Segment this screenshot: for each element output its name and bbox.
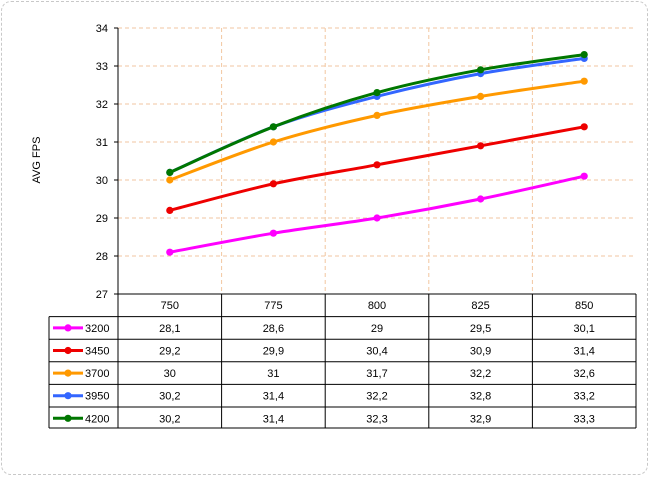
legend-label: 4200 xyxy=(85,413,109,425)
data-table: 750 775 800 825 850 3200 28,1 28,6 29 29,5 30,1 345… xyxy=(48,293,637,429)
data-label: 33,3 xyxy=(573,413,594,425)
y-tick-label: 34 xyxy=(96,23,108,35)
data-label: 32,3 xyxy=(366,413,387,425)
data-label: 31,7 xyxy=(366,368,387,380)
data-point xyxy=(477,92,485,100)
series-3200 xyxy=(166,172,588,256)
legend-marker xyxy=(64,346,72,355)
y-tick-label: 27 xyxy=(96,289,108,301)
data-point xyxy=(269,123,277,131)
legend-label: 3200 xyxy=(85,323,109,335)
x-tick-label: 800 xyxy=(368,300,386,312)
data-point xyxy=(373,89,381,97)
data-label: 31,4 xyxy=(263,413,284,425)
legend-marker xyxy=(64,414,72,422)
data-point xyxy=(166,176,174,184)
data-point xyxy=(166,206,174,214)
y-tick-label: 33 xyxy=(96,61,108,73)
data-point xyxy=(580,77,588,85)
y-tick-label: 30 xyxy=(96,175,108,187)
data-label: 32,9 xyxy=(470,413,491,425)
data-point xyxy=(580,123,588,131)
data-label: 30,1 xyxy=(573,323,594,335)
data-point xyxy=(269,138,277,146)
legend-marker xyxy=(64,324,72,332)
legend-label: 3450 xyxy=(85,346,109,358)
data-label: 31 xyxy=(267,368,279,380)
y-tick-label: 32 xyxy=(96,99,108,111)
x-tick-label: 750 xyxy=(161,300,179,312)
data-label: 29,2 xyxy=(159,346,180,358)
data-point xyxy=(166,168,174,176)
series-lines xyxy=(166,51,588,256)
data-label: 30,2 xyxy=(159,413,180,425)
data-point xyxy=(580,51,588,59)
data-label: 30,4 xyxy=(366,346,387,358)
y-axis-label: AVG FPS xyxy=(31,137,43,184)
series-3700 xyxy=(166,77,588,184)
x-tick-label: 775 xyxy=(264,300,282,312)
data-point xyxy=(477,195,485,203)
data-point xyxy=(580,172,588,180)
data-label: 30,9 xyxy=(470,346,491,358)
data-point xyxy=(477,142,485,150)
data-label: 32,2 xyxy=(470,368,491,380)
data-point xyxy=(477,66,485,74)
series-4200 xyxy=(166,51,588,176)
data-point xyxy=(373,214,381,222)
data-point xyxy=(269,180,277,188)
data-label: 29,9 xyxy=(263,346,284,358)
data-label: 31,4 xyxy=(263,391,284,403)
data-label: 29,5 xyxy=(470,323,491,335)
legend-marker xyxy=(64,369,72,377)
data-label: 32,6 xyxy=(573,368,594,380)
data-label: 30,2 xyxy=(159,391,180,403)
data-label: 32,8 xyxy=(470,391,491,403)
data-point xyxy=(269,229,277,237)
data-label: 29 xyxy=(371,323,383,335)
y-axis-ticks: 27 28 29 30 31 32 33 34 xyxy=(96,23,119,301)
data-label: 32,2 xyxy=(366,391,387,403)
data-label: 31,4 xyxy=(573,346,594,358)
legend-marker xyxy=(64,392,72,400)
x-tick-label: 850 xyxy=(575,300,593,312)
legend-label: 3700 xyxy=(85,368,109,380)
y-tick-label: 28 xyxy=(96,251,108,263)
data-point xyxy=(373,161,381,169)
series-line xyxy=(168,125,586,212)
y-tick-label: 29 xyxy=(96,213,108,225)
series-3450 xyxy=(166,123,588,214)
data-label: 33,2 xyxy=(573,391,594,403)
data-point xyxy=(166,248,174,256)
data-point xyxy=(373,111,381,119)
data-label: 28,6 xyxy=(263,323,284,335)
legend-label: 3950 xyxy=(85,391,109,403)
y-tick-label: 31 xyxy=(96,137,108,149)
series-line xyxy=(168,174,586,254)
data-label: 28,1 xyxy=(159,323,180,335)
data-label: 30 xyxy=(164,368,176,380)
x-tick-label: 825 xyxy=(471,300,489,312)
